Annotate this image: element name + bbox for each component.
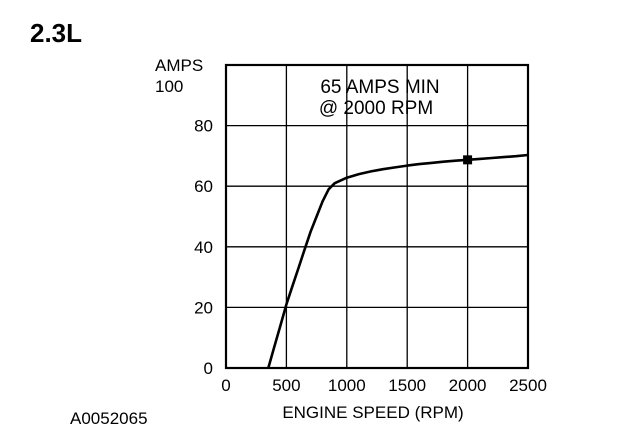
y-tick-label: 0 (204, 359, 213, 378)
y-tick-label: 80 (194, 117, 213, 136)
series-line (267, 153, 529, 369)
x-tick-label: 0 (221, 376, 230, 395)
annotation-line-1: 65 AMPS MIN (320, 77, 439, 98)
y-axis-ticks: 0 20 40 60 80 100 (155, 77, 213, 378)
x-axis-title: ENGINE SPEED (RPM) (282, 403, 463, 422)
x-tick-label: 1000 (328, 376, 366, 395)
x-tick-label: 500 (272, 376, 300, 395)
grid-lines (226, 65, 528, 368)
x-tick-label: 1500 (388, 376, 426, 395)
y-tick-label: 100 (155, 77, 183, 96)
annotation-line-2: @ 2000 RPM (319, 98, 433, 119)
figure-code: A0052065 (70, 409, 148, 428)
y-tick-label: 20 (194, 298, 213, 317)
plot-frame (224, 63, 530, 370)
x-tick-label: 2500 (509, 376, 547, 395)
y-tick-label: 60 (194, 177, 213, 196)
engine-heading: 2.3L (30, 18, 82, 48)
x-tick-label: 2000 (449, 376, 487, 395)
x-axis-ticks: 0 500 1000 1500 2000 2500 (221, 376, 547, 395)
data-marker (463, 155, 473, 165)
y-tick-label: 40 (194, 238, 213, 257)
y-axis-title: AMPS (155, 56, 203, 75)
